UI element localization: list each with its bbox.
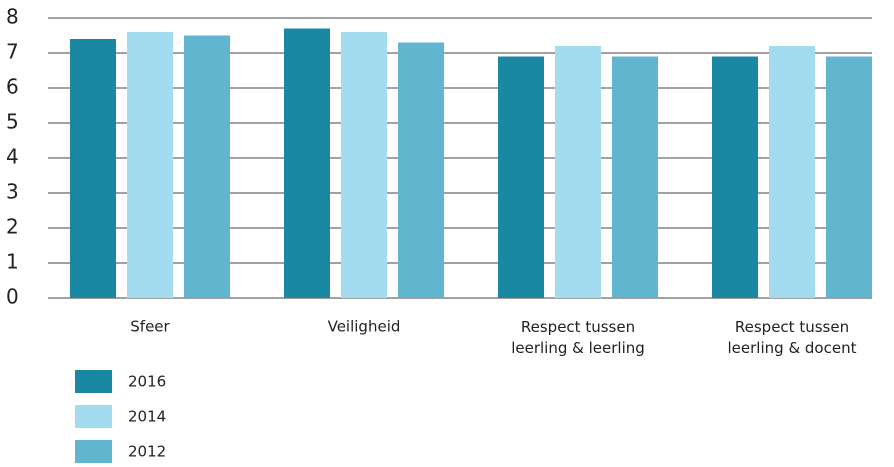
bar [184,35,230,298]
x-tick-label: Respect tussen leerling & leerling [511,318,645,357]
bar [341,32,387,298]
y-tick-label: 0 [6,285,19,309]
x-tick-label: Respect tussen leerling & docent [728,318,857,357]
legend-swatch [75,405,112,428]
y-tick-label: 2 [6,215,19,239]
legend-swatch [75,440,112,463]
y-tick-label: 4 [6,145,19,169]
bar [498,56,544,298]
bar [769,46,815,298]
x-tick-label: Veiligheid [328,318,401,336]
bar [712,56,758,298]
legend-swatch [75,370,112,393]
legend-label: 2012 [128,443,166,461]
y-tick-label: 7 [6,40,19,64]
y-tick-label: 8 [6,5,19,29]
bar [127,32,173,298]
bar [612,56,658,298]
x-tick-label: Sfeer [130,318,170,336]
bar [826,56,872,298]
bar [555,46,601,298]
bar [398,42,444,298]
bar [70,39,116,298]
legend-label: 2014 [128,408,166,426]
y-tick-label: 3 [6,180,19,204]
legend-label: 2016 [128,373,166,391]
y-tick-label: 6 [6,75,19,99]
y-tick-label: 5 [6,110,19,134]
y-tick-label: 1 [6,250,19,274]
bar [284,28,330,298]
